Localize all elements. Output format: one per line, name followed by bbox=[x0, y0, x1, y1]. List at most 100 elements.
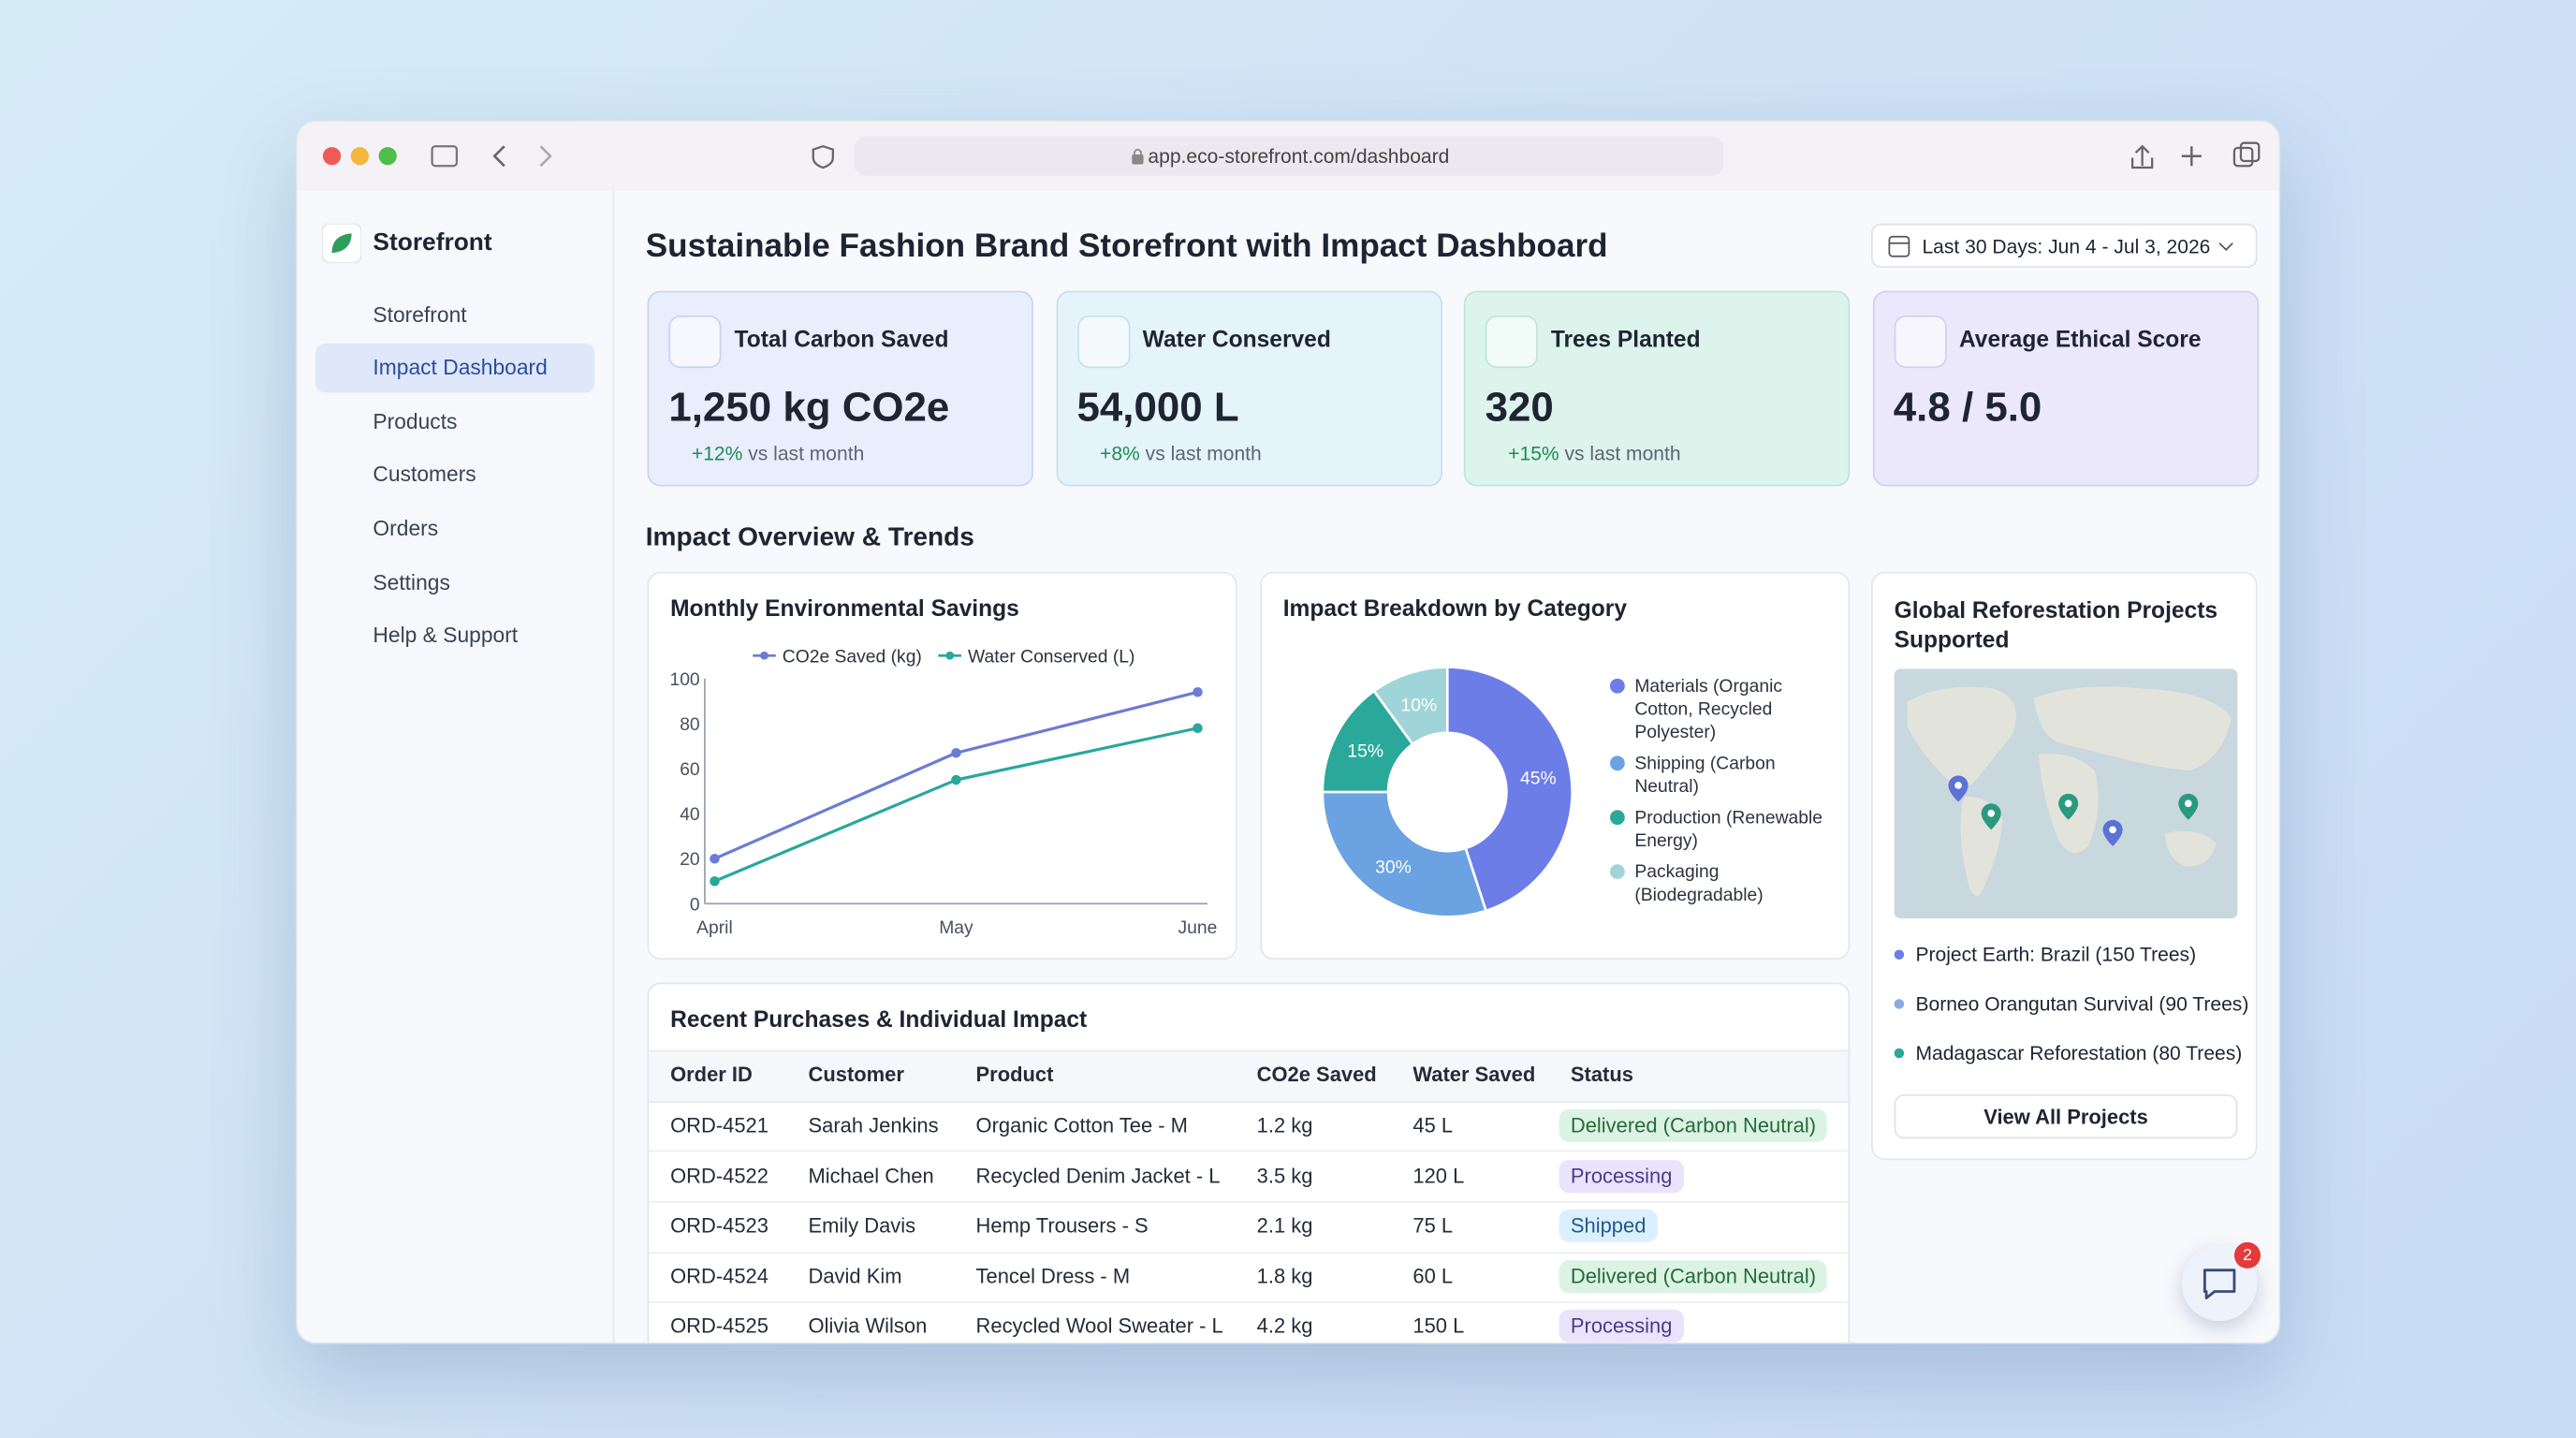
kpi-icon bbox=[1485, 315, 1538, 369]
row-divider bbox=[649, 1251, 1849, 1254]
sidebar-toggle[interactable] bbox=[431, 145, 459, 168]
chat-icon bbox=[2203, 1269, 2236, 1299]
nav-label: Help & Support bbox=[373, 623, 519, 648]
lock-icon bbox=[1131, 148, 1144, 165]
project-item: Madagascar Reforestation (80 Trees) bbox=[1894, 1041, 2243, 1065]
donut-slice bbox=[1445, 666, 1573, 913]
map-pin[interactable] bbox=[2102, 819, 2123, 846]
new-tab-button[interactable] bbox=[2181, 146, 2202, 167]
close-button[interactable] bbox=[322, 147, 342, 166]
legend-item: Materials (Organic Cotton, Recycled Poly… bbox=[1609, 675, 1832, 744]
view-all-button[interactable]: View All Projects bbox=[1894, 1093, 2238, 1139]
nav-label: Orders bbox=[373, 515, 439, 541]
table-cell: Recycled Denim Jacket - L bbox=[975, 1164, 1221, 1188]
chat-button[interactable]: 2 bbox=[2181, 1241, 2261, 1322]
table-header bbox=[649, 1049, 1849, 1103]
y-tick-label: 100 bbox=[669, 670, 699, 690]
nav-item[interactable]: Customers bbox=[315, 450, 594, 500]
data-point bbox=[951, 774, 961, 785]
main-content: Sustainable Fashion Brand Storefront wit… bbox=[614, 190, 2279, 1343]
table-cell: 1.8 kg bbox=[1256, 1265, 1313, 1288]
slice-label: 30% bbox=[1375, 858, 1412, 877]
table-cell: 2.1 kg bbox=[1256, 1214, 1313, 1238]
legend-label: Shipping (Carbon Neutral) bbox=[1634, 754, 1776, 798]
donut-slice bbox=[1372, 666, 1449, 746]
nav-item[interactable]: Orders bbox=[315, 504, 594, 553]
map-pin[interactable] bbox=[2178, 793, 2199, 820]
legend-label: CO2e Saved (kg) bbox=[783, 647, 922, 667]
map-pin[interactable] bbox=[1948, 775, 1969, 802]
table-cell: ORD-4522 bbox=[670, 1164, 768, 1188]
section-title: Impact Overview & Trends bbox=[645, 523, 974, 552]
x-tick-label: May bbox=[939, 918, 973, 938]
privacy-icon[interactable] bbox=[812, 145, 834, 169]
chart-legend: Materials (Organic Cotton, Recycled Poly… bbox=[1609, 675, 1832, 915]
table-cell: 3.5 kg bbox=[1256, 1164, 1313, 1188]
nav-label: Products bbox=[373, 408, 458, 433]
table-title: Recent Purchases & Individual Impact bbox=[670, 1005, 1088, 1033]
tabs-button-back bbox=[2239, 141, 2261, 163]
table-cell: 75 L bbox=[1412, 1214, 1454, 1238]
legend-dot bbox=[1609, 810, 1625, 826]
nav-label: Impact Dashboard bbox=[373, 355, 548, 380]
status-pill: Shipped bbox=[1559, 1210, 1658, 1243]
row-divider bbox=[649, 1200, 1849, 1203]
kpi-icon bbox=[1076, 315, 1130, 369]
column-header: Customer bbox=[808, 1063, 904, 1087]
table-cell: ORD-4523 bbox=[670, 1214, 768, 1238]
y-tick-label: 20 bbox=[680, 850, 699, 870]
project-dot bbox=[1894, 999, 1905, 1009]
change-value: +12% bbox=[691, 442, 743, 465]
nav-item[interactable]: Help & Support bbox=[315, 610, 594, 660]
back-button[interactable] bbox=[492, 145, 505, 168]
kpi-value: 4.8 / 5.0 bbox=[1893, 384, 2042, 431]
minimize-button[interactable] bbox=[350, 147, 370, 166]
calendar-icon bbox=[1888, 234, 1910, 257]
map-pin[interactable] bbox=[2058, 793, 2079, 820]
column-header: Product bbox=[975, 1063, 1054, 1087]
project-dot bbox=[1894, 949, 1905, 960]
kpi-icon bbox=[668, 315, 722, 369]
zoom-button[interactable] bbox=[378, 147, 397, 166]
nav-item[interactable]: Impact Dashboard bbox=[315, 343, 595, 392]
share-button[interactable] bbox=[2130, 144, 2154, 169]
kpi-label: Trees Planted bbox=[1550, 325, 1701, 352]
nav-item[interactable]: Storefront bbox=[315, 289, 594, 339]
forward-button[interactable] bbox=[539, 145, 552, 168]
nav-item[interactable]: Settings bbox=[315, 557, 594, 607]
date-range-picker[interactable]: Last 30 Days: Jun 4 - Jul 3, 2026 bbox=[1871, 223, 2258, 269]
brand-name: Storefront bbox=[373, 227, 492, 257]
legend-swatch-dot bbox=[760, 651, 768, 660]
data-point bbox=[1193, 687, 1203, 697]
kpi-value: 320 bbox=[1485, 384, 1554, 431]
date-range-text: Last 30 Days: Jun 4 - Jul 3, 2026 bbox=[1922, 234, 2211, 257]
toolbar-icons bbox=[322, 141, 2261, 169]
table-cell: 45 L bbox=[1412, 1113, 1454, 1137]
address-bar[interactable]: app.eco-storefront.com/dashboard bbox=[854, 136, 1724, 176]
legend-label: Packaging (Biodegradable) bbox=[1634, 862, 1764, 906]
table-cell: Michael Chen bbox=[808, 1164, 934, 1188]
nav-item[interactable]: Products bbox=[315, 396, 594, 446]
x-tick-label: June bbox=[1178, 918, 1218, 938]
sidebar: Storefront Storefront Impact Dashboard Pro… bbox=[297, 190, 615, 1343]
change-note: vs last month bbox=[1145, 442, 1262, 465]
table-cell: Tencel Dress - M bbox=[975, 1265, 1131, 1288]
change-note: vs last month bbox=[1564, 442, 1681, 465]
map-pin[interactable] bbox=[1981, 803, 2001, 830]
legend-label: Production (Renewable Energy) bbox=[1634, 808, 1823, 852]
legend-item: Production (Renewable Energy) bbox=[1609, 807, 1832, 853]
row-divider bbox=[649, 1301, 1849, 1303]
tabs-button[interactable] bbox=[2232, 146, 2254, 168]
nav-label: Settings bbox=[373, 569, 450, 594]
project-name: Borneo Orangutan Survival (90 Trees) bbox=[1915, 992, 2249, 1016]
column-header: Water Saved bbox=[1412, 1063, 1536, 1087]
dropdown-icon bbox=[2219, 242, 2234, 251]
kpi-icon bbox=[1893, 315, 1946, 369]
column-header: Order ID bbox=[670, 1063, 753, 1087]
y-tick-label: 80 bbox=[680, 715, 699, 735]
project-name: Madagascar Reforestation (80 Trees) bbox=[1915, 1041, 2243, 1065]
table-cell: 1.2 kg bbox=[1256, 1113, 1313, 1137]
chart-title: Monthly Environmental Savings bbox=[670, 594, 1019, 622]
